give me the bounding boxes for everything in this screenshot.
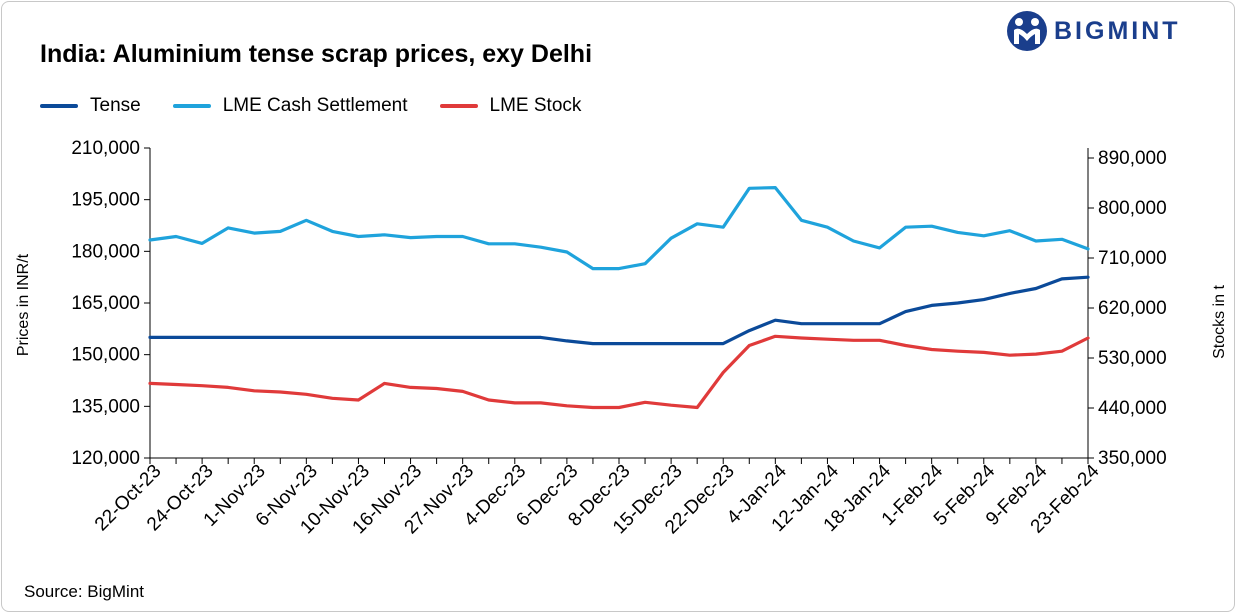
series-line-tense bbox=[148, 275, 1090, 346]
y2-tick-label: 800,000 bbox=[1098, 198, 1167, 219]
chart-title: India: Aluminium tense scrap prices, exy… bbox=[40, 40, 593, 68]
bigmint-logo: BIGMINT bbox=[1006, 10, 1181, 52]
y2-tick-label: 530,000 bbox=[1098, 348, 1167, 369]
legend-label-tense: Tense bbox=[90, 95, 141, 116]
y-axis-title: Prices in INR/t bbox=[15, 253, 32, 356]
y2-tick-label: 440,000 bbox=[1098, 398, 1167, 419]
legend-label-lme-stock: LME Stock bbox=[489, 95, 582, 116]
y-tick-label: 150,000 bbox=[71, 345, 140, 366]
legend-swatch-lme-cash bbox=[172, 104, 211, 108]
y-tick-label: 210,000 bbox=[71, 138, 140, 159]
y2-tick-label: 890,000 bbox=[1098, 148, 1167, 169]
source-note: Source: BigMint bbox=[24, 582, 144, 601]
legend-label-lme-cash: LME Cash Settlement bbox=[222, 95, 408, 116]
y-tick-label: 165,000 bbox=[71, 293, 140, 314]
bigmint-logo-icon bbox=[1007, 11, 1047, 51]
bigmint-logo-text: BIGMINT bbox=[1054, 16, 1181, 45]
legend-swatch-tense bbox=[40, 104, 78, 108]
series-line-lme-stock bbox=[148, 334, 1090, 410]
y-tick-label: 195,000 bbox=[71, 190, 140, 211]
y-tick-label: 180,000 bbox=[71, 241, 140, 262]
y2-tick-label: 350,000 bbox=[1098, 448, 1167, 469]
legend-item-lme-stock: LME Stock bbox=[439, 95, 582, 117]
y2-axis-title: Stocks in t bbox=[1211, 285, 1228, 359]
y-tick-label: 120,000 bbox=[71, 448, 140, 469]
legend-item-tense: Tense bbox=[40, 95, 141, 117]
chart-series bbox=[148, 186, 1090, 410]
chart-legend: Tense LME Cash Settlement LME Stock bbox=[40, 95, 613, 117]
legend-item-lme-cash: LME Cash Settlement bbox=[172, 95, 408, 117]
series-line-lme-cash-settlement bbox=[148, 186, 1090, 271]
legend-swatch-lme-stock bbox=[439, 104, 478, 108]
y2-tick-label: 620,000 bbox=[1098, 298, 1167, 319]
y2-tick-label: 710,000 bbox=[1098, 248, 1167, 269]
y-tick-label: 135,000 bbox=[71, 396, 140, 417]
